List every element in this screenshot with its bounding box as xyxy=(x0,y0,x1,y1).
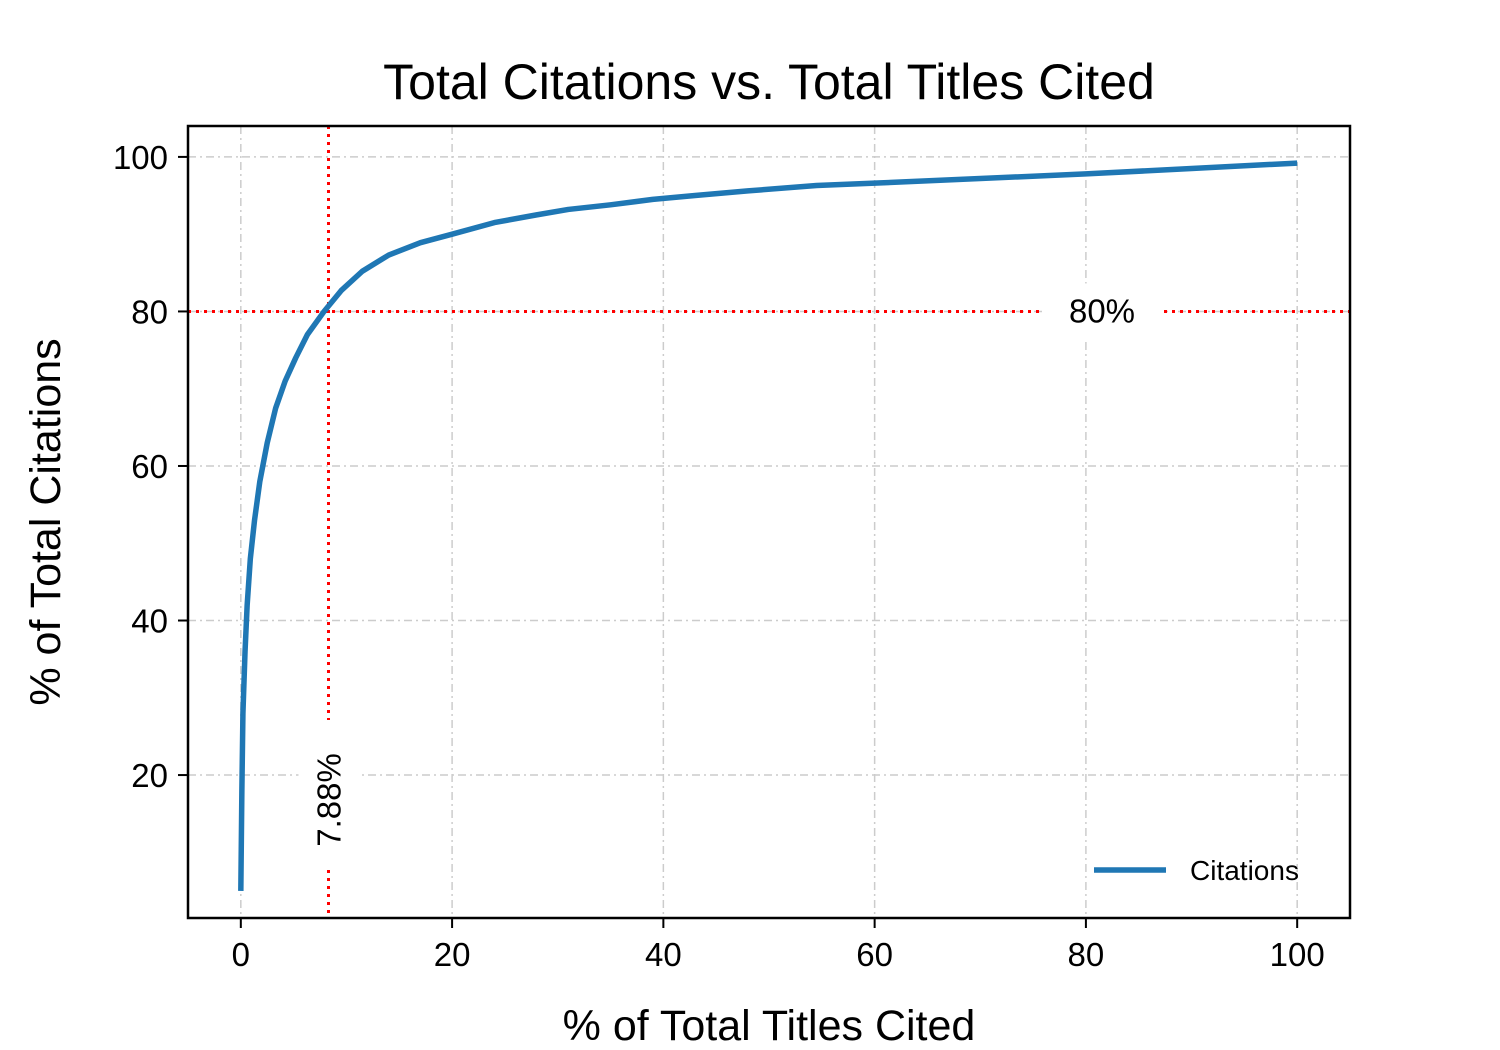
x-tick-label: 40 xyxy=(645,936,682,973)
y-tick-label: 60 xyxy=(131,448,168,485)
x-axis: 0 20 40 60 80 100 xyxy=(232,918,1325,973)
x-tick-label: 80 xyxy=(1068,936,1105,973)
series-line-citations xyxy=(238,160,1298,891)
x-tick-label: 60 xyxy=(856,936,893,973)
y-axis: 20 40 60 80 100 xyxy=(113,139,188,794)
horizontal-reference-label: 80% xyxy=(1069,292,1135,329)
legend-label-citations: Citations xyxy=(1190,855,1299,886)
x-tick-label: 20 xyxy=(434,936,471,973)
y-axis-label: % of Total Citations xyxy=(22,338,70,705)
horizontal-reference-label-background xyxy=(1042,283,1164,340)
y-tick-label: 20 xyxy=(131,757,168,794)
annotations: 7.88% 80% xyxy=(298,283,1164,870)
x-tick-label: 0 xyxy=(232,936,250,973)
vertical-reference-label-background xyxy=(298,720,359,870)
legend: Citations xyxy=(1094,855,1299,886)
series-layer xyxy=(238,160,1298,891)
x-tick-label: 100 xyxy=(1270,936,1325,973)
y-tick-label: 40 xyxy=(131,603,168,640)
vertical-reference-label: 7.88% xyxy=(310,753,347,847)
y-tick-label: 100 xyxy=(113,139,168,176)
chart-title: Total Citations vs. Total Titles Cited xyxy=(383,54,1155,110)
plot-frame xyxy=(186,124,1352,920)
y-tick-label: 80 xyxy=(131,293,168,330)
x-axis-label: % of Total Titles Cited xyxy=(563,1002,976,1050)
